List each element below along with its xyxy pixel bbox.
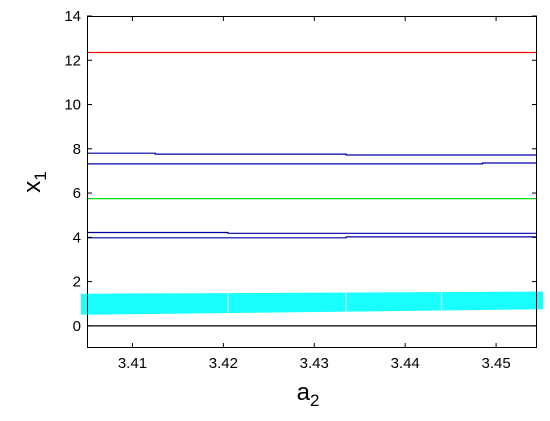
series-line-4 [87, 231, 537, 234]
y-tick-label: 0 [73, 318, 81, 335]
x-tick-label: 3.44 [391, 355, 420, 372]
x-tick-label: 3.41 [118, 355, 147, 372]
y-tick-label: 4 [73, 229, 81, 246]
series-line-1 [87, 152, 537, 156]
y-tick-label: 14 [64, 8, 81, 25]
y-tick-label: 2 [73, 274, 81, 291]
x-tick-label: 3.45 [481, 355, 510, 372]
y-tick-label: 8 [73, 141, 81, 158]
y-tick-label: 6 [73, 185, 81, 202]
series-layer [87, 51, 537, 327]
series-line-2 [87, 162, 537, 165]
x-tick-label: 3.42 [209, 355, 238, 372]
x-axis-label: a2 [297, 379, 320, 410]
y-tick-label: 12 [64, 52, 81, 69]
tick-layer: 3.41 3.42 3.43 3.44 3.45 0 2 4 6 8 10 12 14 [64, 8, 537, 372]
y-tick-label: 10 [64, 97, 81, 114]
data-band-layer [81, 290, 543, 315]
plot-frame [87, 16, 537, 348]
series-line-5 [87, 236, 537, 239]
y-axis-label: x1 [19, 171, 50, 192]
cyan-data-band-0 [81, 291, 543, 315]
x-tick-label: 3.43 [300, 355, 329, 372]
